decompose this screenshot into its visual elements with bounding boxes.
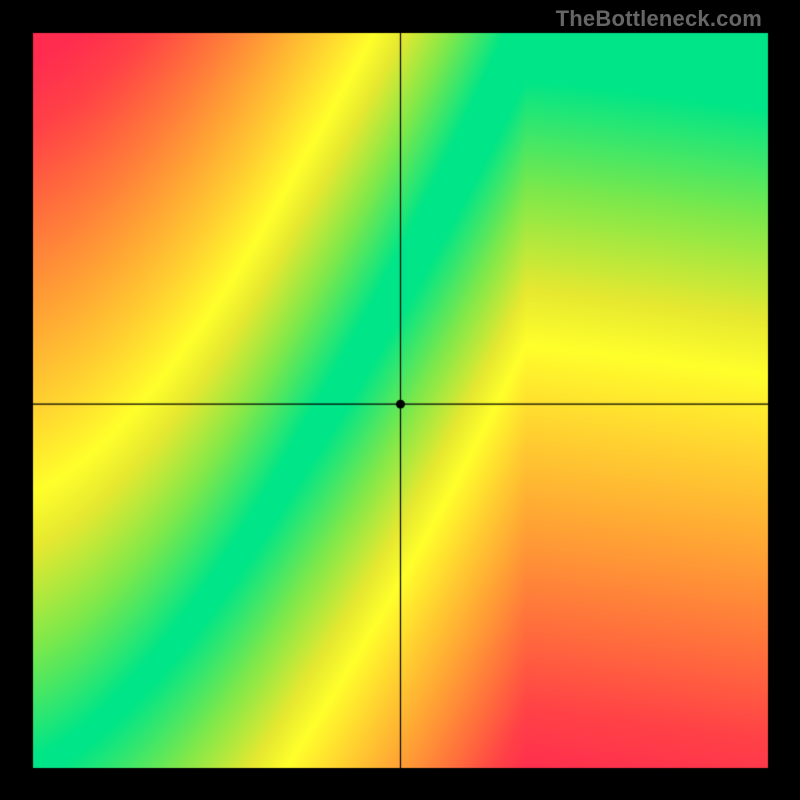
chart-container: TheBottleneck.com	[0, 0, 800, 800]
watermark-text: TheBottleneck.com	[556, 6, 762, 32]
bottleneck-heatmap	[0, 0, 800, 800]
